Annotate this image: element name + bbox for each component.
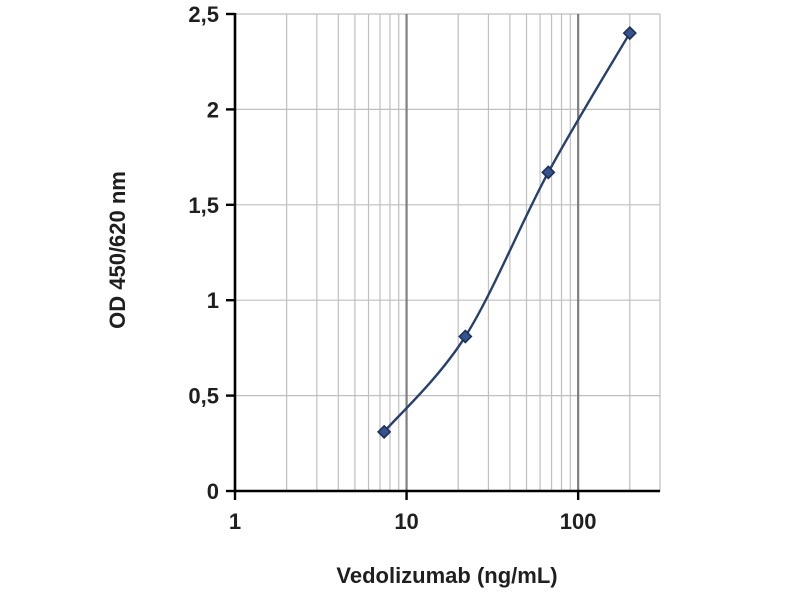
x-axis-title: Vedolizumab (ng/mL) xyxy=(336,563,558,588)
svg-text:100: 100 xyxy=(560,509,597,534)
svg-text:10: 10 xyxy=(394,509,418,534)
svg-text:2,5: 2,5 xyxy=(188,2,219,27)
svg-text:2: 2 xyxy=(207,97,219,122)
svg-text:0: 0 xyxy=(207,479,219,504)
svg-text:1: 1 xyxy=(207,288,219,313)
svg-text:1: 1 xyxy=(229,509,241,534)
svg-text:0,5: 0,5 xyxy=(188,384,219,409)
svg-text:1,5: 1,5 xyxy=(188,193,219,218)
